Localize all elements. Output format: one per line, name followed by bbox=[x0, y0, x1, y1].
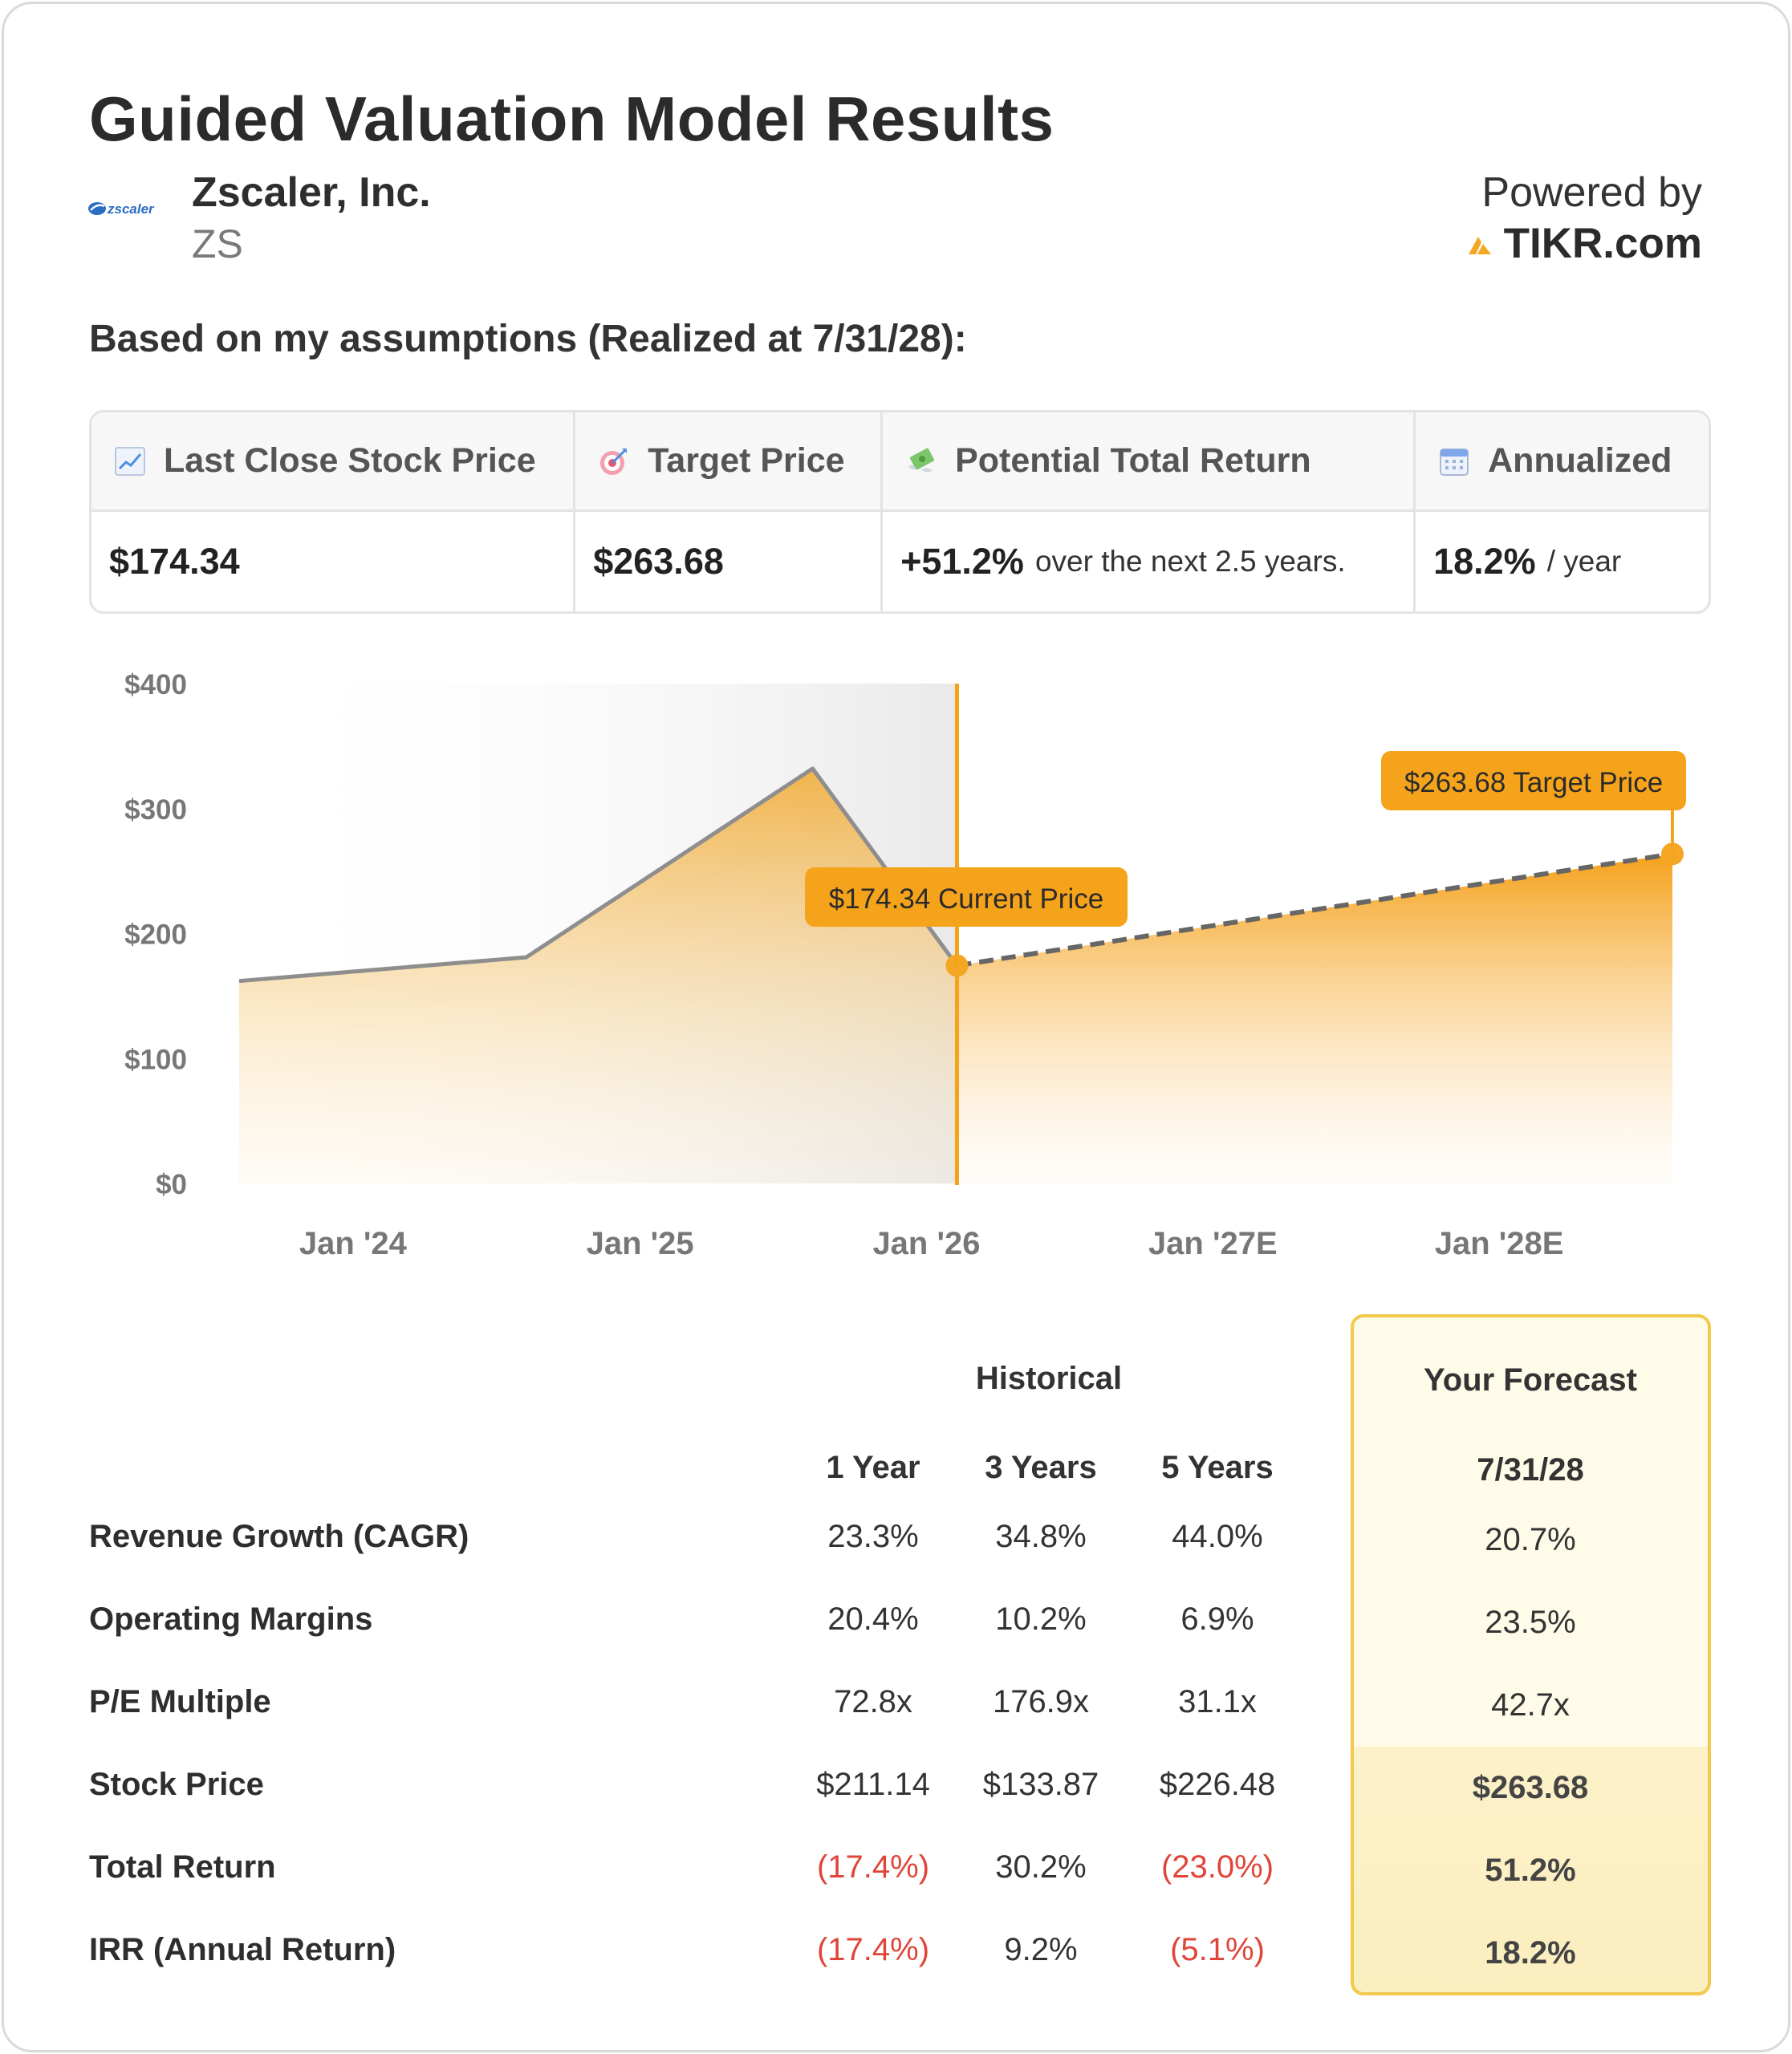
forecast-area bbox=[957, 854, 1672, 1183]
col-header-1-year: 1 Year bbox=[826, 1450, 920, 1485]
total-return-value: +51.2% bbox=[900, 541, 1024, 582]
y-axis-tick-label: $0 bbox=[156, 1169, 187, 1200]
table-cell: 176.9x bbox=[992, 1684, 1090, 1719]
metric-total-return: Potential Total Return +51.2% over the n… bbox=[883, 412, 1416, 611]
metrics-table: Last Close Stock Price $174.34 Target Pr… bbox=[89, 410, 1711, 614]
money-with-wings-icon bbox=[908, 448, 935, 473]
table-cell: (23.0%) bbox=[1160, 1849, 1274, 1885]
table-cell: 6.9% bbox=[1180, 1601, 1254, 1637]
table-cell: $133.87 bbox=[982, 1767, 1099, 1802]
total-return-subtext: over the next 2.5 years. bbox=[1034, 545, 1346, 578]
page-title: Guided Valuation Model Results bbox=[89, 83, 1054, 154]
current-price-callout bbox=[805, 867, 1128, 927]
table-cell: 31.1x bbox=[1178, 1684, 1257, 1719]
ticker: ZS bbox=[192, 221, 243, 266]
target-price-callout bbox=[1381, 751, 1686, 810]
forecast-panel bbox=[1351, 1314, 1711, 1995]
metric-label: Potential Total Return bbox=[955, 441, 1311, 480]
assumption-text: Based on my assumptions (Realized at 7/3… bbox=[89, 318, 967, 360]
metric-header: Last Close Stock Price bbox=[91, 412, 574, 512]
annualized-value: 18.2% bbox=[1433, 541, 1536, 582]
forecast-cell: 23.5% bbox=[1485, 1605, 1576, 1640]
row-label: Operating Margins bbox=[89, 1601, 373, 1637]
metric-header: Target Price bbox=[575, 412, 881, 512]
metric-header: Potential Total Return bbox=[883, 412, 1414, 512]
calendar-icon bbox=[1440, 448, 1469, 476]
metric-value: $263.68 bbox=[575, 512, 880, 611]
annualized-subtext: / year bbox=[1546, 545, 1622, 578]
y-axis-tick-label: $300 bbox=[124, 794, 187, 826]
y-axis-tick-label: $400 bbox=[124, 669, 187, 700]
table-cell: (17.4%) bbox=[816, 1932, 930, 1967]
forecast-cell: 18.2% bbox=[1485, 1935, 1576, 1971]
x-axis-tick-label: Jan '28E bbox=[1435, 1226, 1564, 1261]
table-cell: 34.8% bbox=[995, 1519, 1087, 1554]
table-cell: $211.14 bbox=[816, 1767, 930, 1802]
forecast-cell: 51.2% bbox=[1485, 1853, 1576, 1888]
target-price-value: $263.68 bbox=[593, 541, 724, 582]
metric-header: Annualized bbox=[1416, 412, 1709, 512]
metric-annualized: Annualized 18.2% / year bbox=[1416, 412, 1709, 611]
table-cell: (17.4%) bbox=[816, 1849, 930, 1885]
x-axis-tick-label: Jan '27E bbox=[1148, 1226, 1278, 1261]
table-cell: 72.8x bbox=[834, 1684, 912, 1719]
forecast-header: Your Forecast bbox=[1424, 1362, 1637, 1398]
price-chart: $400 $300 $200 $100 $0 Jan '24 Jan '25 Jan '26 J… bbox=[124, 669, 1686, 1261]
zscaler-logo: zscaler bbox=[88, 201, 155, 217]
table-cell: 44.0% bbox=[1172, 1519, 1263, 1554]
x-axis-tick-label: Jan '24 bbox=[299, 1226, 408, 1261]
tikr-brand-text: TIKR.com bbox=[1503, 220, 1702, 267]
forecast-cell: 42.7x bbox=[1491, 1687, 1570, 1723]
row-label: P/E Multiple bbox=[89, 1684, 271, 1719]
metric-value: 18.2% / year bbox=[1416, 512, 1709, 611]
metric-last-close: Last Close Stock Price $174.34 bbox=[91, 412, 576, 611]
metric-label: Annualized bbox=[1488, 441, 1672, 480]
y-axis-tick-label: $200 bbox=[124, 919, 187, 951]
forecast-cell: $263.68 bbox=[1472, 1770, 1589, 1805]
table-cell: $226.48 bbox=[1159, 1767, 1276, 1802]
table-cell: 23.3% bbox=[827, 1519, 919, 1554]
row-label: Stock Price bbox=[89, 1767, 264, 1802]
historical-line bbox=[238, 766, 959, 984]
last-close-value: $174.34 bbox=[109, 541, 240, 582]
metric-value: +51.2% over the next 2.5 years. bbox=[883, 512, 1413, 611]
col-header-3-years: 3 Years bbox=[985, 1450, 1097, 1485]
x-axis-tick-label: Jan '26 bbox=[872, 1226, 980, 1261]
tikr-logo-icon bbox=[1468, 236, 1491, 254]
historical-header: Historical bbox=[975, 1361, 1123, 1396]
metric-label: Last Close Stock Price bbox=[164, 441, 536, 480]
target-price-callout-label: $263.68 Target Price bbox=[1404, 767, 1663, 798]
y-axis-tick-label: $100 bbox=[124, 1044, 187, 1075]
table-cell: (5.1%) bbox=[1170, 1932, 1265, 1967]
forecast-cell: 20.7% bbox=[1485, 1522, 1576, 1557]
metric-label: Target Price bbox=[648, 441, 845, 480]
historical-area bbox=[239, 768, 957, 1183]
metric-value: $174.34 bbox=[91, 512, 573, 611]
row-label: IRR (Annual Return) bbox=[89, 1932, 396, 1967]
row-label: Revenue Growth (CAGR) bbox=[89, 1519, 469, 1554]
target-icon bbox=[600, 448, 628, 475]
x-axis-tick-label: Jan '25 bbox=[587, 1226, 694, 1261]
logo-text: zscaler bbox=[107, 201, 155, 217]
table-cell: 20.4% bbox=[827, 1601, 919, 1637]
chart-increasing-icon bbox=[115, 446, 145, 476]
col-header-5-years: 5 Years bbox=[1161, 1450, 1274, 1485]
table-cell: 9.2% bbox=[1004, 1932, 1078, 1967]
metric-target-price: Target Price $263.68 bbox=[575, 412, 884, 611]
company-name: Zscaler, Inc. bbox=[192, 169, 431, 216]
table-cell: 30.2% bbox=[995, 1849, 1087, 1885]
row-label: Total Return bbox=[89, 1849, 276, 1885]
table-cell: 10.2% bbox=[995, 1601, 1087, 1637]
powered-by-label: Powered by bbox=[1481, 169, 1702, 216]
col-header-forecast-date: 7/31/28 bbox=[1477, 1452, 1584, 1488]
current-price-callout-label: $174.34 Current Price bbox=[829, 883, 1103, 915]
forecast-dashed-line bbox=[957, 851, 1673, 968]
tikr-brand-link[interactable]: TIKR.com bbox=[1467, 219, 1702, 268]
